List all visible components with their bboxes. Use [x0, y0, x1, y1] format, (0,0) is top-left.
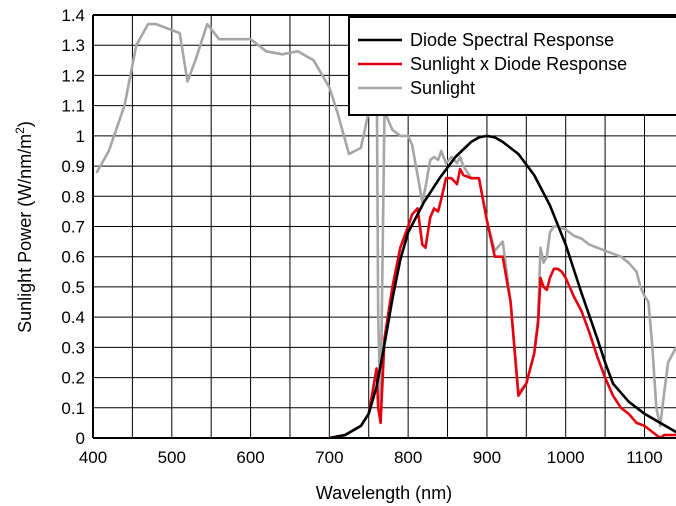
x-axis-title: Wavelength (nm) [316, 483, 452, 503]
y-tick-label: 0 [76, 429, 85, 448]
y-axis-title-end: ) [15, 121, 35, 127]
x-tick-label: 500 [158, 448, 186, 467]
y-tick-label: 0.2 [61, 369, 85, 388]
x-tick-label: 400 [79, 448, 107, 467]
y-tick-label: 0.8 [61, 187, 85, 206]
y-tick-label: 1.4 [61, 6, 85, 25]
legend-label: Sunlight [410, 78, 475, 98]
legend-label: Diode Spectral Response [410, 30, 614, 50]
legend-label: Sunlight x Diode Response [410, 54, 627, 74]
y-tick-label: 0.1 [61, 399, 85, 418]
y-tick-label: 1.2 [61, 66, 85, 85]
x-tick-label: 900 [473, 448, 501, 467]
y-tick-label: 0.5 [61, 278, 85, 297]
legend: Diode Spectral Response Sunlight x Diode … [349, 17, 676, 115]
y-tick-label: 0.4 [61, 308, 85, 327]
y-tick-label: 1.3 [61, 36, 85, 55]
y-tick-label: 0.6 [61, 248, 85, 267]
y-tick-label: 0.9 [61, 157, 85, 176]
x-tick-label: 600 [236, 448, 264, 467]
x-tick-label: 1100 [626, 448, 663, 467]
y-tick-label: 0.3 [61, 338, 85, 357]
y-tick-label: 0.7 [61, 218, 85, 237]
y-tick-label: 1 [76, 127, 85, 146]
y-axis-title-main: Sunlight Power (W/nm/m [15, 134, 35, 333]
x-tick-label: 800 [394, 448, 422, 467]
y-tick-label: 1.1 [61, 97, 85, 116]
x-tick-label: 700 [315, 448, 343, 467]
y-axis-title: Sunlight Power (W/nm/m2) [13, 121, 35, 333]
x-tick-label: 1000 [547, 448, 585, 467]
